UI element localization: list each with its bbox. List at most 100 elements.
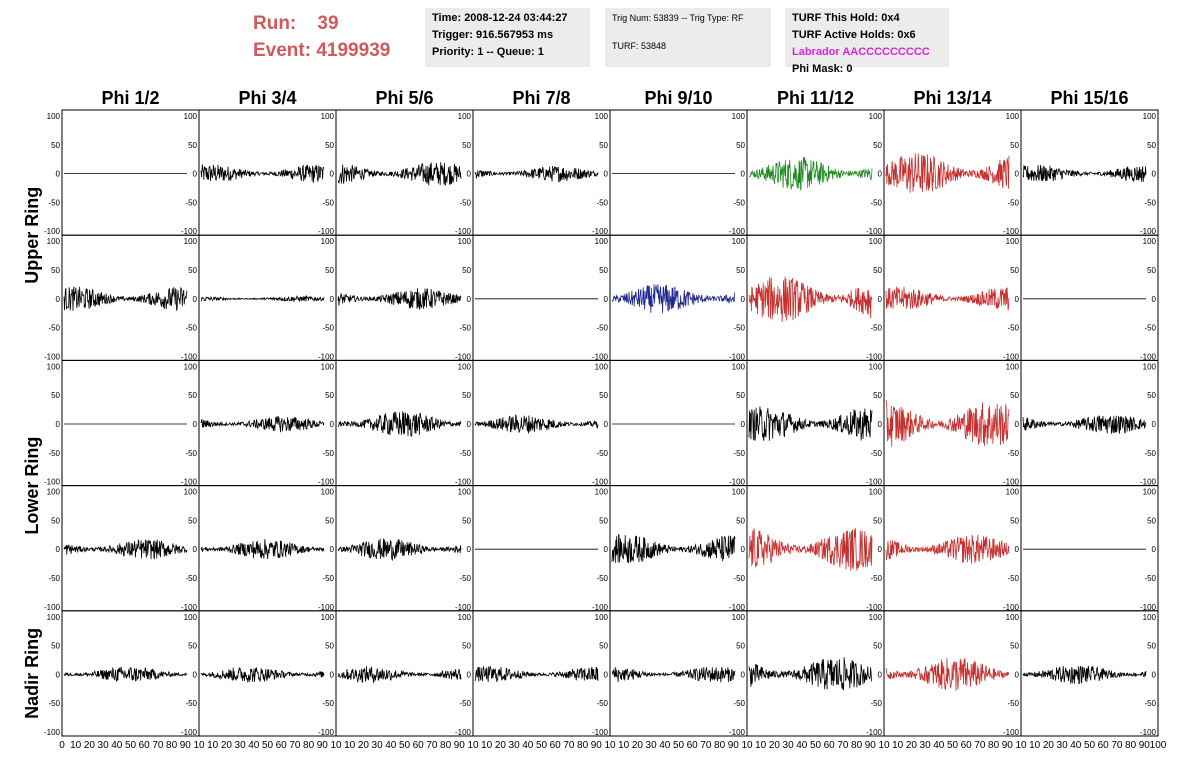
waveform-trace-r3-c6 <box>748 406 873 442</box>
y-tick-r3-c2-3: -50 <box>322 449 334 458</box>
x-tick-c1-9: 90 <box>180 740 192 751</box>
y-tick-r5-c1-4: -100 <box>181 728 198 737</box>
panel-frame-r4-c4 <box>472 485 611 612</box>
x-tick-c5-7: 70 <box>700 740 712 751</box>
y-tick-r1-c1-3: -50 <box>185 198 197 207</box>
x-tick-c2-3: 30 <box>235 740 247 751</box>
y-tick-r1-c1-0: 100 <box>184 112 198 121</box>
y-tick-r1-c1-2: 0 <box>193 170 198 179</box>
y-tick-r2-c5-4: -100 <box>729 352 746 361</box>
y-tick-r2-c6-4: -100 <box>866 352 883 361</box>
y-tick-r4-c1-0: 100 <box>184 488 198 497</box>
y-tick-r2-c8-3: -50 <box>1144 324 1156 333</box>
waveform-trace-r3-c4 <box>474 414 599 434</box>
y-tick-r5-c4-1: 50 <box>599 642 608 651</box>
x-tick-c1-6: 60 <box>139 740 151 751</box>
y-tick-r1-c2-0: 100 <box>321 112 335 121</box>
y-tick-r4-c8-0: 100 <box>1143 488 1157 497</box>
x-tick-c8-2: 20 <box>1043 740 1055 751</box>
y-tick-left-r4-1: 50 <box>51 516 60 525</box>
y-tick-r4-c2-3: -50 <box>322 574 334 583</box>
y-tick-r1-c2-2: 0 <box>330 170 335 179</box>
y-tick-r2-c4-2: 0 <box>604 295 609 304</box>
y-tick-r1-c2-3: -50 <box>322 198 334 207</box>
y-tick-left-r5-0: 100 <box>47 613 61 622</box>
waveform-trace-r2-c5 <box>611 284 736 314</box>
panel-frame-r1-c1 <box>61 109 200 236</box>
y-tick-r5-c4-2: 0 <box>604 670 609 679</box>
y-tick-r1-c8-1: 50 <box>1147 141 1156 150</box>
waveform-trace-r5-c5 <box>611 667 736 683</box>
y-tick-r5-c7-4: -100 <box>1003 728 1020 737</box>
x-tick-c2-7: 70 <box>289 740 301 751</box>
y-tick-r2-c6-0: 100 <box>869 237 883 246</box>
y-tick-r2-c1-4: -100 <box>181 352 198 361</box>
x-tick-c7-1: 10 <box>892 740 904 751</box>
x-tick-c6-7: 70 <box>837 740 849 751</box>
y-tick-r1-c7-3: -50 <box>1007 198 1019 207</box>
column-header-3: Phi 5/6 <box>375 88 433 108</box>
x-tick-c3-0: 10 <box>330 740 342 751</box>
y-tick-r1-c4-4: -100 <box>592 227 609 236</box>
panel-frame-r3-c5 <box>609 359 748 487</box>
x-tick-c7-3: 30 <box>920 740 932 751</box>
y-tick-r3-c6-0: 100 <box>869 362 883 371</box>
y-tick-r4-c7-3: -50 <box>1007 574 1019 583</box>
y-tick-r4-c5-4: -100 <box>729 603 746 612</box>
trigger-info-box: Trig Num: 53839 -- Trig Type: RF TURF: 5… <box>605 8 771 67</box>
y-tick-left-r4-0: 100 <box>47 488 61 497</box>
x-tick-c3-5: 50 <box>399 740 411 751</box>
time-text: Time: 2008-12-24 03:44:27 <box>432 12 568 24</box>
y-tick-r3-c3-3: -50 <box>459 449 471 458</box>
y-tick-r1-c6-1: 50 <box>873 141 882 150</box>
y-tick-left-r5-1: 50 <box>51 642 60 651</box>
y-tick-r1-c6-0: 100 <box>869 112 883 121</box>
x-tick-c1-0: 0 <box>59 740 65 751</box>
y-tick-r5-c3-2: 0 <box>467 670 472 679</box>
x-tick-c4-9: 90 <box>591 740 603 751</box>
y-tick-r2-c7-2: 0 <box>1015 295 1020 304</box>
waveform-trace-r5-c7 <box>885 658 1010 691</box>
y-tick-r3-c1-0: 100 <box>184 362 198 371</box>
y-tick-r1-c7-0: 100 <box>1006 112 1020 121</box>
panel-frame-r2-c4 <box>472 234 611 361</box>
waveform-trace-r1-c6 <box>749 156 873 191</box>
y-tick-r3-c1-1: 50 <box>188 391 197 400</box>
y-tick-r4-c2-2: 0 <box>330 545 335 554</box>
x-tick-c3-1: 10 <box>344 740 356 751</box>
ring-label-1: Upper Ring <box>22 187 42 284</box>
event-row: Event: 4199939 <box>253 37 390 64</box>
x-tick-c6-0: 10 <box>741 740 753 751</box>
y-tick-r2-c3-2: 0 <box>467 295 472 304</box>
y-tick-left-r3-0: 100 <box>47 362 61 371</box>
y-tick-r3-c2-2: 0 <box>330 420 335 429</box>
x-tick-c3-9: 90 <box>454 740 466 751</box>
y-tick-r3-c5-4: -100 <box>729 478 746 487</box>
y-tick-r4-c6-1: 50 <box>873 516 882 525</box>
y-tick-r4-c7-4: -100 <box>1003 603 1020 612</box>
x-tick-c1-3: 30 <box>98 740 110 751</box>
y-tick-r2-c4-3: -50 <box>596 324 608 333</box>
y-tick-r3-c7-3: -50 <box>1007 449 1019 458</box>
y-tick-r4-c5-2: 0 <box>741 545 746 554</box>
waveform-trace-r4-c6 <box>748 528 873 571</box>
x-tick-c1-8: 80 <box>166 740 178 751</box>
y-tick-r5-c1-2: 0 <box>193 670 198 679</box>
y-tick-r5-c1-0: 100 <box>184 613 198 622</box>
waveform-trace-r2-c6 <box>748 276 873 322</box>
column-header-5: Phi 9/10 <box>644 88 712 108</box>
y-tick-left-r3-4: -100 <box>44 478 61 487</box>
x-tick-c3-2: 20 <box>358 740 370 751</box>
y-tick-r5-c5-0: 100 <box>732 613 746 622</box>
y-tick-r4-c4-3: -50 <box>596 574 608 583</box>
x-tick-c5-8: 80 <box>714 740 726 751</box>
x-tick-c4-7: 70 <box>563 740 575 751</box>
y-tick-r4-c6-3: -50 <box>870 574 882 583</box>
y-tick-left-r4-2: 0 <box>56 545 61 554</box>
y-tick-r3-c6-1: 50 <box>873 391 882 400</box>
y-tick-r2-c2-3: -50 <box>322 324 334 333</box>
event-value: 4199939 <box>316 40 391 61</box>
waveform-trace-r2-c2 <box>200 294 325 303</box>
y-tick-left-r2-0: 100 <box>47 237 61 246</box>
y-tick-r4-c4-2: 0 <box>604 545 609 554</box>
